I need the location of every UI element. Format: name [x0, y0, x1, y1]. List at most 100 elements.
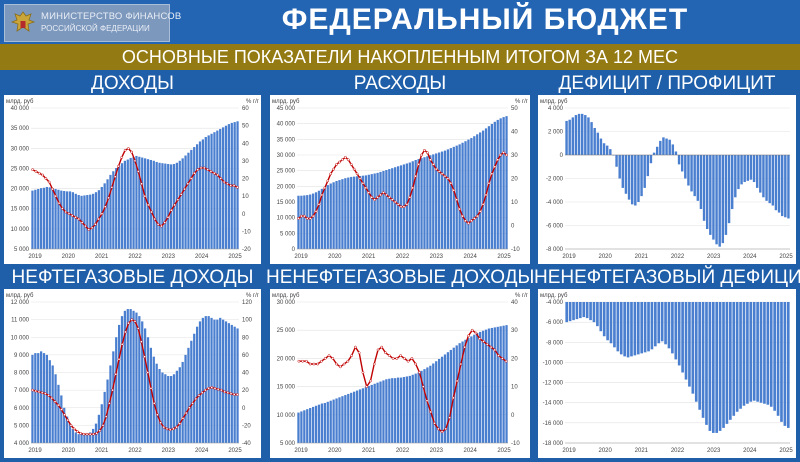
bar	[326, 401, 329, 443]
bar	[582, 302, 586, 318]
bar	[568, 302, 572, 322]
line-point	[370, 195, 374, 199]
bar	[609, 302, 613, 344]
line-point	[69, 424, 73, 427]
line-point	[186, 182, 190, 186]
bar	[74, 432, 77, 443]
bar	[667, 302, 671, 349]
line-point	[120, 156, 124, 159]
line-point	[349, 163, 353, 166]
line-point	[478, 337, 482, 341]
bar	[329, 400, 332, 443]
bar	[476, 333, 479, 443]
bar	[71, 428, 75, 443]
bar	[681, 302, 684, 373]
bar	[117, 165, 121, 249]
line-point	[197, 394, 201, 397]
line-point	[40, 391, 44, 395]
line-point	[335, 362, 338, 366]
y-tick-label: -10 000	[543, 360, 564, 366]
x-tick-label: 2023	[162, 448, 176, 454]
line-point	[342, 362, 346, 366]
line-point	[387, 354, 391, 357]
line-point	[140, 340, 143, 344]
bar	[585, 302, 589, 319]
line-point	[405, 203, 409, 206]
line-point	[74, 215, 77, 219]
bar	[233, 326, 236, 443]
bar	[449, 349, 452, 443]
page-title: ФЕДЕРАЛЬНЫЙ БЮДЖЕТ	[281, 3, 689, 36]
line-point	[350, 354, 353, 357]
line-point	[459, 362, 463, 366]
line-point	[117, 357, 121, 361]
bar	[660, 302, 664, 342]
bar	[83, 195, 86, 249]
bar	[311, 193, 315, 249]
line-point	[84, 224, 87, 228]
bar	[768, 155, 771, 204]
chart-dohody: млрд. руб % г/г 5 000 10 000 15 000 20 000 25 …	[6, 99, 260, 260]
bar	[780, 155, 784, 217]
y-tick-label: -8 000	[546, 247, 564, 253]
line-point	[464, 219, 467, 223]
bar	[91, 428, 95, 443]
bar	[740, 155, 743, 185]
y-tick-label: 15 000	[277, 200, 296, 206]
bar	[123, 310, 127, 443]
bar	[429, 155, 432, 249]
line-point	[156, 222, 160, 226]
bar	[394, 167, 397, 249]
bar	[756, 302, 759, 402]
chart-raskhody: млрд. руб % г/г 0 5 000 10 000 15 000 20 000 25…	[272, 99, 529, 260]
line-point	[418, 371, 421, 374]
bar	[405, 163, 409, 249]
bar	[505, 116, 508, 249]
bar	[762, 155, 765, 198]
bar	[715, 302, 719, 433]
bar	[749, 155, 753, 180]
bar	[691, 302, 695, 394]
bar	[693, 155, 696, 197]
bar	[169, 164, 173, 249]
y-tick-label: 9 000	[14, 353, 30, 359]
line-point	[209, 170, 213, 173]
bar	[652, 152, 656, 155]
x-tick-label: 2023	[430, 254, 444, 260]
y-tick-label: 40 000	[277, 122, 296, 128]
x-tick-label: 2020	[62, 254, 76, 260]
chart-panel-neneftegaz: млрд. руб % г/г 5 000 10 000 15 000 20 000 25 …	[270, 289, 530, 458]
y2-tick-label: 80	[242, 335, 249, 341]
line-point	[143, 194, 147, 198]
line-point	[470, 328, 474, 332]
line-point	[300, 214, 303, 218]
y2-axis-label: % г/г	[515, 293, 529, 299]
line-point	[385, 193, 388, 197]
bar	[355, 390, 359, 443]
line-point	[382, 191, 385, 194]
bar	[502, 325, 505, 443]
line-point	[505, 153, 508, 157]
bar	[48, 360, 51, 443]
bar	[323, 402, 326, 443]
bar	[452, 146, 455, 249]
x-tick-label: 2019	[562, 448, 576, 454]
x-tick-label: 2024	[195, 254, 209, 260]
bar	[230, 324, 233, 443]
bar	[138, 156, 141, 249]
line-point	[317, 203, 321, 206]
bar	[784, 155, 787, 218]
bar	[649, 155, 653, 164]
bar	[311, 406, 315, 443]
line-point	[53, 400, 57, 403]
line-point	[487, 181, 491, 185]
x-tick-label: 2025	[228, 448, 242, 454]
bar	[399, 377, 403, 443]
bar	[499, 118, 502, 249]
line-point	[406, 359, 410, 363]
y2-tick-label: -10	[242, 229, 251, 235]
y-tick-label: 10 000	[11, 335, 30, 341]
line-point	[327, 354, 331, 357]
line-point	[162, 425, 166, 429]
x-tick-label: 2020	[598, 448, 612, 454]
